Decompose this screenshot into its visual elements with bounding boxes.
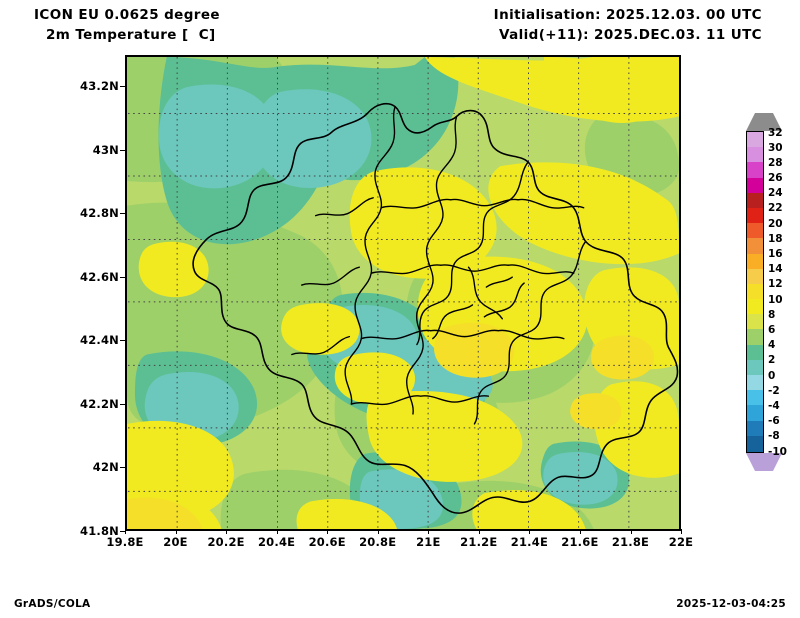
y-tick-label: 41.8N: [80, 524, 119, 538]
y-tick-label: 42.2N: [80, 396, 119, 411]
colorbar-tick-label: 8: [768, 308, 776, 321]
colorbar-tick-label: 30: [768, 141, 783, 154]
initialisation-label: Initialisation: 2025.12.03. 00 UTC: [493, 7, 762, 23]
x-tick-label: 20.4E: [257, 535, 296, 549]
x-tick: [377, 529, 379, 534]
colorbar-band: [747, 435, 763, 452]
colorbar-band: [747, 344, 763, 361]
colorbar-tick-label: 4: [768, 339, 776, 352]
variable-title: 2m Temperature [ C]: [46, 27, 216, 43]
colorbar-tick-label: -4: [768, 399, 780, 412]
colorbar-band: [747, 132, 763, 148]
x-tick: [276, 529, 278, 534]
x-tick-label: 20.2E: [207, 535, 245, 549]
colorbar-tick-label: 26: [768, 172, 783, 185]
colorbar-band: [747, 405, 763, 422]
x-tick-label: 20.8E: [359, 535, 397, 549]
colorbar-tick-label: 24: [768, 187, 783, 200]
colorbar-tick-label: 6: [768, 323, 776, 336]
x-tick-label: 20E: [163, 535, 188, 549]
x-tick: [681, 529, 682, 534]
x-tick: [579, 529, 581, 534]
x-tick: [630, 529, 632, 534]
colorbar-tick-label: -8: [768, 430, 780, 443]
generated-timestamp: 2025-12-03-04:25: [676, 598, 786, 610]
y-tick: [120, 213, 125, 215]
x-tick: [428, 529, 430, 534]
y-tick: [120, 340, 125, 342]
x-tick-label: 21E: [416, 535, 441, 549]
x-tick: [529, 529, 531, 534]
x-tick: [226, 529, 228, 534]
colorbar-band: [747, 238, 763, 255]
colorbar-tick-label: -10: [768, 445, 787, 458]
y-tick-label: 42N: [92, 460, 119, 475]
x-tick-label: 19.8E: [106, 535, 144, 549]
x-tick-label: 21.6E: [561, 535, 599, 549]
x-tick: [125, 529, 126, 534]
y-tick-label: 43.2N: [80, 79, 119, 93]
colorbar: [746, 131, 764, 453]
colorbar-band: [747, 359, 763, 376]
y-tick: [120, 467, 125, 469]
y-tick: [120, 276, 125, 278]
colorbar-band: [747, 192, 763, 209]
colorbar-tick-label: 10: [768, 293, 783, 306]
x-tick-label: 21.8E: [611, 535, 650, 549]
colorbar-band: [747, 283, 763, 300]
colorbar-over-arrow: [746, 113, 782, 131]
x-tick-label: 21.2E: [460, 535, 498, 549]
colorbar-tick-label: 20: [768, 217, 783, 230]
colorbar-tick-label: 12: [768, 278, 783, 291]
colorbar-tick-label: 32: [768, 126, 783, 139]
colorbar-band: [747, 299, 763, 315]
colorbar-band: [747, 162, 763, 179]
colorbar-tick-label: 0: [768, 369, 776, 382]
y-tick-label: 43N: [92, 142, 119, 157]
y-tick: [120, 531, 125, 532]
colorbar-band: [747, 223, 763, 239]
colorbar-band: [747, 375, 763, 391]
colorbar-tick-label: 16: [768, 248, 783, 261]
x-tick: [327, 529, 329, 534]
colorbar-under-arrow: [746, 453, 782, 471]
y-tick: [120, 86, 125, 87]
colorbar-band: [747, 390, 763, 407]
y-tick-label: 42.6N: [80, 269, 119, 284]
source-label: GrADS/COLA: [14, 598, 91, 610]
y-tick-label: 42.4N: [80, 333, 119, 348]
colorbar-tick-label: 28: [768, 156, 783, 169]
colorbar-band: [747, 268, 763, 285]
colorbar-band: [747, 253, 763, 270]
colorbar-band: [747, 147, 763, 163]
x-tick-label: 22E: [668, 535, 694, 549]
colorbar-band: [747, 420, 763, 437]
y-tick: [120, 149, 125, 151]
x-tick-label: 20.6E: [308, 535, 346, 549]
map-plot-area: [125, 55, 681, 531]
y-tick: [120, 403, 125, 405]
colorbar-band: [747, 177, 763, 194]
colorbar-band: [747, 314, 763, 331]
colorbar-tick-label: -6: [768, 415, 780, 428]
colorbar-tick-label: 22: [768, 202, 783, 215]
x-tick-label: 21.4E: [510, 535, 549, 549]
colorbar-tick-label: -2: [768, 384, 780, 397]
x-tick: [175, 529, 177, 534]
colorbar-tick-label: 14: [768, 263, 783, 276]
temperature-field: [127, 57, 679, 529]
colorbar-tick-label: 18: [768, 232, 783, 245]
colorbar-tick-label: 2: [768, 354, 776, 367]
y-tick-label: 42.8N: [80, 206, 119, 221]
x-tick: [478, 529, 480, 534]
colorbar-band: [747, 207, 763, 224]
colorbar-band: [747, 329, 763, 346]
valid-time-label: Valid(+11): 2025.DEC.03. 11 UTC: [498, 27, 762, 43]
model-title: ICON EU 0.0625 degree: [34, 7, 220, 23]
